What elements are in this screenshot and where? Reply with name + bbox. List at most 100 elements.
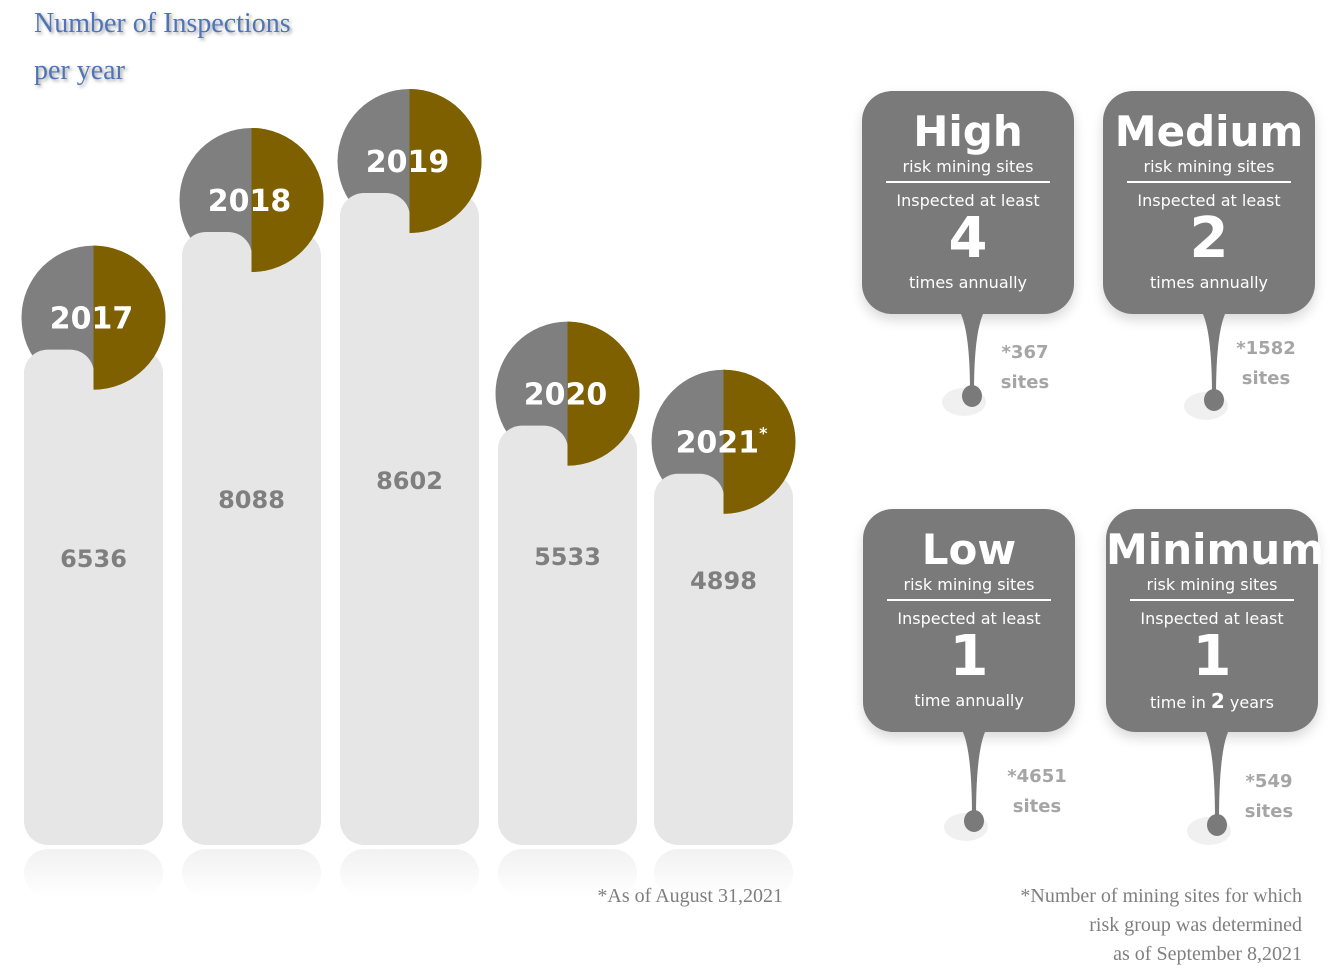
chart-title-line-2: per year [34,55,125,86]
bar-group-2018: 8088 2018 [179,127,324,897]
site-count-value: *367 [1001,342,1049,363]
site-count-unit: sites [1000,372,1050,393]
frequency-unit: years [1224,693,1274,712]
inspected-label: Inspected at least [897,609,1041,628]
site-count-unit: sites [1241,368,1291,389]
bar-group-2019: 8602 2019 [337,89,482,897]
bar-cap [24,349,94,430]
tick-label: 2017 [50,302,134,337]
tick-label-mark: * [759,424,768,443]
site-count-value: *4651 [1007,766,1067,787]
data-label: 6536 [60,545,127,573]
inspected-label: Inspected at least [896,191,1040,210]
bar [182,231,321,846]
inspection-count: 1 [1192,624,1232,689]
inspected-label: Inspected at least [1140,609,1284,628]
bar [654,473,793,845]
frequency-number: 2 [1210,689,1225,713]
inspection-frequency: time in 2 years [1106,691,1318,713]
divider [887,599,1051,601]
bar-reflection [498,849,637,897]
sites-footnote-line-1: *Number of mining sites for which [1020,885,1302,907]
data-label: 5533 [534,543,601,571]
frequency-text: time in [1150,693,1211,712]
inspection-frequency: times annually [1103,273,1315,293]
bar-reflection [654,849,793,897]
site-count-unit: sites [1012,796,1062,817]
pin-dot [1204,389,1224,411]
year-badge-right-overlay [723,369,796,514]
inspections-chart: 6536 2017 8088 2018 8602 2019 5533 2020 4898 2021… [21,89,796,897]
inspection-count: 2 [1189,206,1229,271]
year-badge-right-overlay [93,245,166,390]
inspection-count: 4 [948,206,988,271]
frequency-text: time annually [914,691,1024,710]
site-count: *367 sites [990,338,1060,398]
divider [886,181,1050,183]
pin-stem [960,312,984,392]
risk-level-label: High [913,107,1023,156]
bar [24,349,163,845]
tick-label: 2018 [208,184,292,219]
risk-level-label: Low [921,525,1017,574]
bar-cap [498,425,568,506]
inspection-frequency: time annually [863,691,1075,711]
sites-footnote: *Number of mining sites for which risk g… [930,882,1302,969]
chart-title: Number of Inspections per year [34,0,291,94]
data-label: 8088 [218,486,285,514]
sites-footnote-line-2: risk group was determined [1089,914,1302,936]
site-count: *4651 sites [1002,762,1072,822]
tick-label: 2019 [366,145,450,180]
data-label: 8602 [376,467,443,495]
divider [1127,181,1291,183]
risk-subtitle: risk mining sites [1143,157,1275,176]
inspection-count: 1 [949,624,989,689]
pin-tail [1187,730,1231,845]
chart-footnote: *As of August 31,2021 [597,885,783,907]
year-badge-right-overlay [409,89,482,233]
risk-subtitle: risk mining sites [1146,575,1278,594]
pin-dot [962,385,982,407]
pin-stem [1205,730,1229,821]
site-count: *549 sites [1234,767,1304,827]
pin-tail [942,312,986,416]
risk-card-low: Low risk mining sites Inspected at least 1 t… [863,509,1075,732]
bar-group-2020: 5533 2020 [495,321,640,897]
bar [498,425,637,845]
tick-label: 2020 [524,378,608,413]
frequency-text: times annually [1150,273,1268,292]
risk-card-high: High risk mining sites Inspected at least 4… [862,91,1074,314]
bar [340,193,479,845]
bar-group-2017: 6536 2017 [21,245,166,897]
site-count-unit: sites [1244,801,1294,822]
site-count: *1582 sites [1231,334,1301,394]
year-badge-right-overlay [251,127,324,272]
divider [1130,599,1294,601]
risk-level-label: Minimum [1106,525,1324,574]
inspection-frequency: times annually [862,273,1074,293]
bar-cap [654,473,724,554]
bar-reflection [182,849,321,897]
bar-reflection [24,849,163,897]
data-label: 4898 [690,567,757,595]
pin-dot [964,810,984,832]
risk-card-medium: Medium risk mining sites Inspected at leas… [1103,91,1315,314]
chart-title-line-1: Number of Inspections [34,8,291,39]
year-badge-right-overlay [567,321,640,466]
site-count-value: *549 [1245,771,1293,792]
sites-footnote-line-3: as of September 8,2021 [1113,943,1302,965]
pin-tail [1184,312,1228,420]
risk-subtitle: risk mining sites [903,575,1035,594]
pin-dot [1207,814,1227,836]
risk-level-label: Medium [1114,107,1304,156]
risk-subtitle: risk mining sites [902,157,1034,176]
bar-cap [340,193,410,273]
pin-stem [1202,312,1226,396]
risk-card-minimum: Minimum risk mining sites Inspected at lea… [1106,509,1324,732]
bar-cap [182,231,252,312]
tick-label: 2021* [676,424,769,461]
frequency-text: times annually [909,273,1027,292]
pin-tail [944,730,988,841]
bar-reflection [340,849,479,897]
site-count-value: *1582 [1236,338,1296,359]
